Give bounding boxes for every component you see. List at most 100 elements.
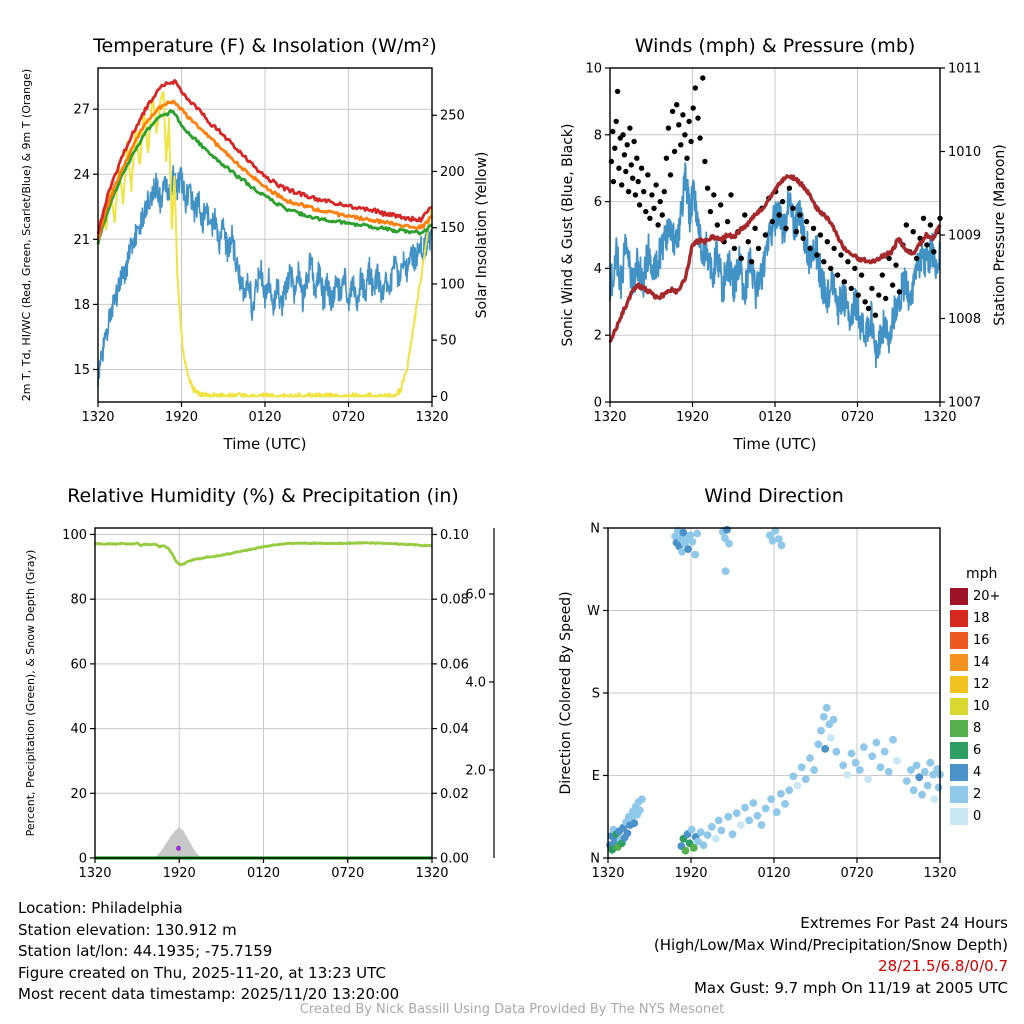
winds-series (608, 75, 943, 369)
temperature-x-axis-label: Time (UTC) (223, 435, 307, 453)
legend-swatch (950, 785, 968, 803)
legend-swatch (950, 653, 968, 671)
svg-text:1320: 1320 (415, 866, 448, 881)
legend-entry-18: 18 (950, 607, 1022, 629)
winds-ticks (605, 67, 945, 407)
wind-speed-legend-entries: 20+ 18 16 14 12 10 8 6 4 2 0 (950, 585, 1022, 827)
legend-entry-0: 0 (950, 805, 1022, 827)
legend-label: 0 (973, 808, 982, 824)
legend-swatch (950, 587, 968, 605)
svg-text:4.0: 4.0 (465, 676, 486, 691)
svg-text:0120: 0120 (247, 866, 280, 881)
dewpoint-line (96, 109, 434, 245)
svg-text:40: 40 (70, 722, 87, 737)
station-latlon: Station lat/lon: 44.1935; -75.7159 (18, 942, 273, 960)
legend-swatch (950, 719, 968, 737)
svg-text:4: 4 (594, 262, 602, 277)
svg-text:80: 80 (70, 593, 87, 608)
sonic-wind-line (609, 162, 941, 369)
temperature-left-axis-label: 2m T, Td, HI/WC (Red, Green, Scarlet/Blu… (20, 69, 33, 401)
legend-entry-10: 10 (950, 695, 1022, 717)
svg-text:1320: 1320 (593, 410, 626, 425)
svg-text:250: 250 (440, 109, 465, 124)
winds-chart-title: Winds (mph) & Pressure (mb) (635, 35, 916, 57)
legend-label: 20+ (973, 588, 1001, 604)
svg-text:N: N (590, 522, 600, 537)
svg-text:0720: 0720 (331, 866, 364, 881)
legend-entry-16: 16 (950, 629, 1022, 651)
legend-entry-2: 2 (950, 783, 1022, 805)
max-gust: Max Gust: 9.7 mph On 11/19 at 2005 UTC (693, 978, 1008, 997)
wind-direction-left-axis-label: Direction (Colored By Speed) (558, 591, 574, 794)
svg-text:1010: 1010 (948, 145, 981, 160)
svg-text:0.06: 0.06 (440, 657, 469, 672)
temperature-right-axis-label: Solar Insolation (Yellow) (474, 152, 490, 319)
legend-swatch (950, 697, 968, 715)
station-info: Location: Philadelphia Station elevation… (18, 898, 399, 1006)
credit-line: Created By Nick Bassill Using Data Provi… (299, 1002, 725, 1017)
svg-text:1011: 1011 (948, 62, 981, 77)
svg-text:1009: 1009 (948, 229, 981, 244)
legend-label: 12 (973, 676, 990, 692)
svg-text:1008: 1008 (948, 312, 981, 327)
snow-marker (176, 845, 181, 851)
svg-text:0.04: 0.04 (440, 722, 469, 737)
svg-text:0: 0 (79, 852, 87, 867)
legend-entry-6: 6 (950, 739, 1022, 761)
2m-temperature-line (96, 79, 433, 235)
wind-direction-ticks (603, 527, 941, 863)
svg-text:1920: 1920 (163, 866, 196, 881)
winds-chart: Winds (mph) & Pressure (mb) Sonic Wind &… (560, 35, 1008, 453)
svg-text:S: S (592, 687, 600, 702)
svg-text:10: 10 (585, 62, 602, 77)
svg-text:E: E (592, 769, 600, 784)
svg-text:0120: 0120 (757, 866, 790, 881)
temperature-tick-labels: 1320 1920 0120 0720 1320 15 18 21 24 27 0 50 100 150 2… (73, 103, 464, 425)
wind-speed-legend: mph 20+ 18 16 14 12 10 8 6 4 2 0 (950, 566, 1022, 827)
legend-swatch (950, 631, 968, 649)
temperature-plot-area: 1320 1920 0120 0720 1320 15 18 21 24 27 0 50 100 150 2… (73, 67, 465, 425)
legend-label: 10 (973, 698, 990, 714)
legend-entry-4: 4 (950, 761, 1022, 783)
legend-swatch (950, 741, 968, 759)
svg-text:1320: 1320 (78, 866, 111, 881)
svg-text:0720: 0720 (332, 410, 365, 425)
svg-text:2: 2 (594, 329, 602, 344)
svg-text:W: W (587, 604, 600, 619)
winds-x-axis-label: Time (UTC) (733, 435, 817, 453)
wind-gusts-points (608, 75, 943, 318)
svg-text:1320: 1320 (923, 866, 956, 881)
legend-label: 18 (973, 610, 990, 626)
legend-entry-12: 12 (950, 673, 1022, 695)
svg-text:1920: 1920 (676, 410, 709, 425)
extremes-values: 28/21.5/6.8/0/0.7 (878, 957, 1008, 975)
svg-text:1007: 1007 (948, 396, 981, 411)
humidity-plot-area: 1320 1920 0120 0720 13200204060801000.000.02… (62, 527, 495, 881)
legend-label: 8 (973, 720, 982, 736)
svg-text:0120: 0120 (758, 410, 791, 425)
winds-tick-labels: 1320 1920 0120 0720 132002468101007100810091… (585, 62, 981, 426)
svg-text:100: 100 (440, 277, 465, 292)
relative-humidity-line (94, 541, 433, 567)
station-pressure-line (608, 174, 942, 343)
svg-text:0.08: 0.08 (440, 593, 469, 608)
data-timestamp: Most recent data timestamp: 2025/11/20 1… (18, 985, 400, 1003)
svg-text:24: 24 (73, 168, 90, 183)
svg-text:15: 15 (73, 363, 90, 378)
extremes-subheading: (High/Low/Max Wind/Precipitation/Snow De… (653, 935, 1008, 954)
humidity-ticks (90, 528, 495, 863)
svg-text:1320: 1320 (415, 410, 448, 425)
wind-direction-points (606, 525, 944, 855)
legend-entry-14: 14 (950, 651, 1022, 673)
wind-chill-line (97, 165, 433, 388)
legend-label: 14 (973, 654, 990, 670)
svg-text:0120: 0120 (248, 410, 281, 425)
humidity-left-axis-label: Percent, Precipitation (Green), & Snow D… (24, 550, 37, 837)
legend-title: mph (966, 566, 998, 582)
svg-text:0.10: 0.10 (440, 528, 469, 543)
svg-text:21: 21 (73, 233, 90, 248)
temperature-ticks (93, 108, 437, 407)
legend-swatch (950, 609, 968, 627)
svg-text:0720: 0720 (840, 866, 873, 881)
